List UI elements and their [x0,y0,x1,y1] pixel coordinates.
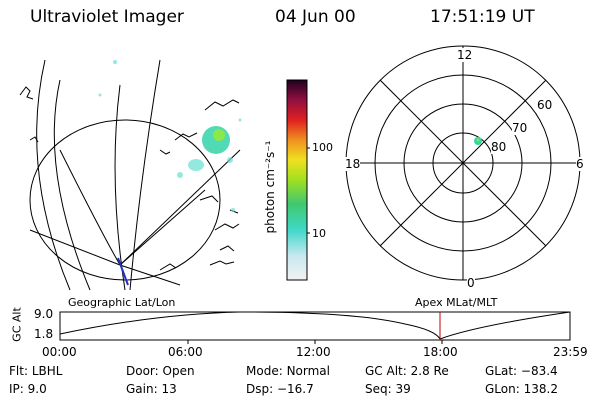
status-gain: Gain: 13 [126,382,177,396]
date-label: 04 Jun 00 [275,7,356,27]
mlat-70-label: 70 [512,121,528,135]
time-tick-1: 06:00 [168,345,203,359]
time-tick-3: 18:00 [423,345,458,359]
status-ip: IP: 9.0 [9,382,47,396]
colorbar [286,79,310,281]
mlat-60-label: 60 [537,98,553,112]
mlt-12-label: 12 [457,48,473,62]
status-mode: Mode: Normal [246,364,330,378]
apex-label: Apex MLat/MLT [415,296,498,309]
status-dsp: Dsp: −16.7 [246,382,314,396]
time-label: 17:51:19 UT [430,7,535,27]
colorbar-tick-10: 10 [312,227,326,240]
instrument-title: Ultraviolet Imager [30,7,184,27]
status-seq: Seq: 39 [365,382,411,396]
mlt-18-label: 18 [345,157,361,171]
alt-tick-low: 1.8 [34,327,54,341]
status-flt: Flt: LBHL [9,364,63,378]
time-tick-0: 00:00 [42,345,77,359]
polar-plot [345,45,581,281]
colorbar-tick-100: 100 [312,141,333,154]
altitude-plot [59,311,571,344]
status-glat: GLat: −83.4 [485,364,558,378]
time-tick-2: 12:00 [296,345,331,359]
mlt-0-label: 0 [467,276,475,290]
time-tick-4: 23:59 [553,345,588,359]
mlat-80-label: 80 [491,140,507,154]
mlt-6-label: 6 [576,157,584,171]
status-door: Door: Open [126,364,195,378]
colorbar-unit-label: photon cm⁻²s⁻¹ [263,140,277,234]
alt-tick-high: 9.0 [34,307,54,321]
geographic-label: Geographic Lat/Lon [68,296,176,309]
status-glon: GLon: 138.2 [485,382,558,396]
status-gc-alt: GC Alt: 2.8 Re [365,364,449,378]
gc-alt-axis-label: GC Alt [10,307,24,342]
